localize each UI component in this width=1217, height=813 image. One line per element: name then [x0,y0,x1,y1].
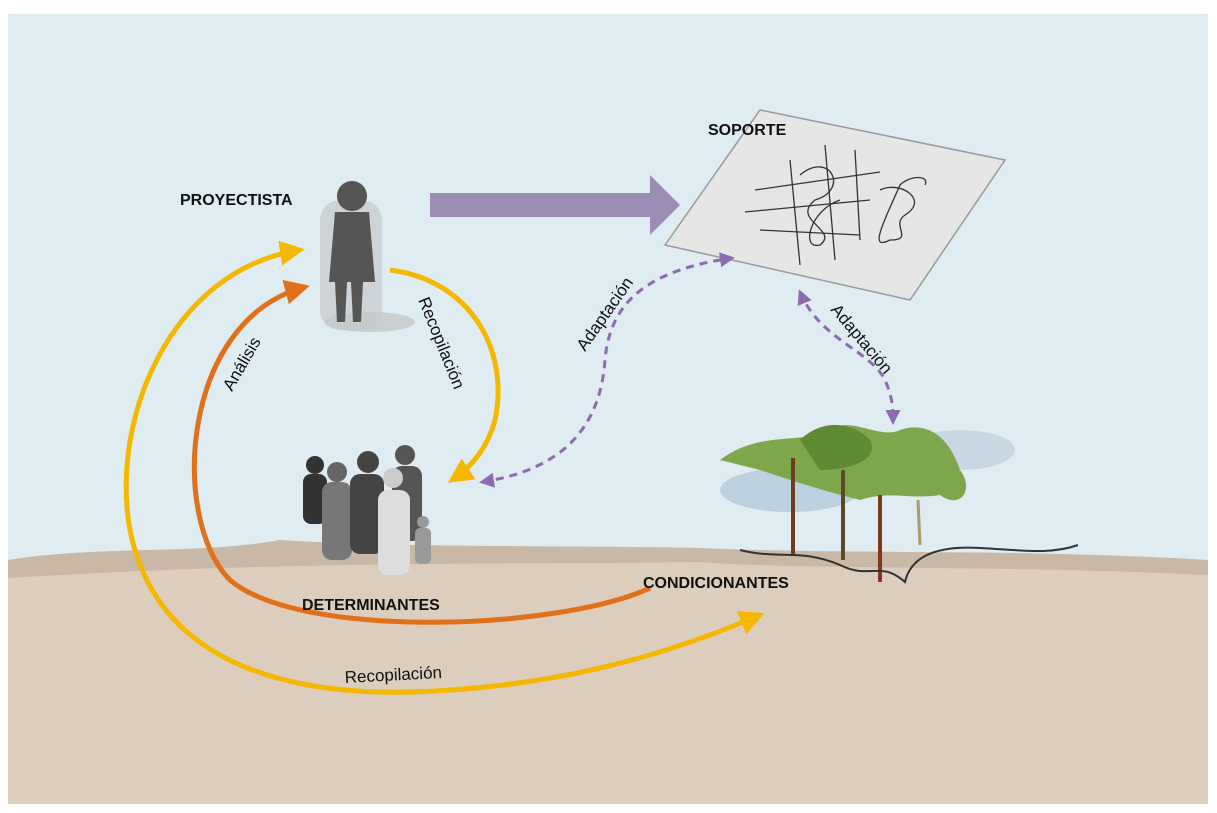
node-label: PROYECTISTA [180,192,293,209]
node-label: SOPORTE [708,122,787,139]
diagram: PROYECTISTA SOPORTE DETERMINANTES CONDIC… [0,0,1217,813]
node-label: DETERMINANTES [302,597,440,614]
ground [8,540,1208,804]
page: PROYECTISTA SOPORTE DETERMINANTES CONDIC… [0,0,1217,813]
node-label: CONDICIONANTES [643,575,789,592]
